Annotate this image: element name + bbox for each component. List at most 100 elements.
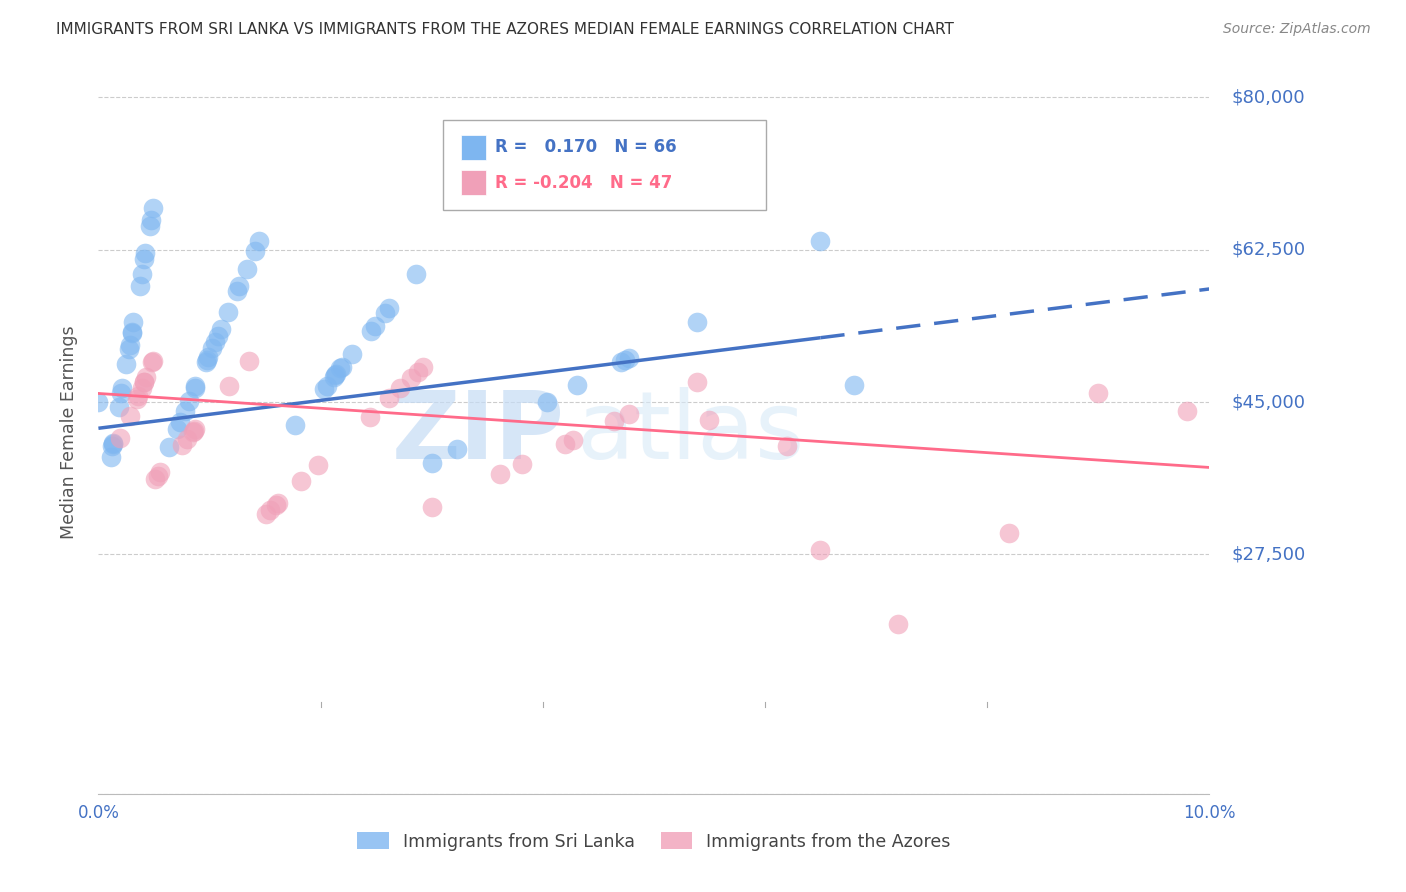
Text: atlas: atlas bbox=[576, 386, 804, 479]
Point bbox=[177, 394, 200, 409]
Point bbox=[1087, 386, 1109, 401]
Point bbox=[536, 394, 558, 409]
Point bbox=[201, 342, 224, 356]
Point bbox=[259, 503, 281, 517]
Point bbox=[842, 377, 865, 392]
Point bbox=[134, 252, 156, 267]
Point bbox=[194, 355, 217, 369]
Point bbox=[266, 496, 288, 510]
Point bbox=[420, 456, 443, 470]
Point bbox=[887, 617, 910, 632]
Point bbox=[141, 355, 163, 369]
Text: $62,500: $62,500 bbox=[1232, 241, 1306, 259]
Point bbox=[420, 500, 443, 514]
Point bbox=[142, 354, 165, 368]
Point bbox=[149, 466, 172, 480]
Point bbox=[122, 316, 145, 330]
Point bbox=[218, 379, 240, 393]
Point bbox=[686, 375, 709, 389]
Point bbox=[101, 439, 124, 453]
Point bbox=[307, 458, 329, 473]
Point bbox=[131, 267, 153, 281]
Point bbox=[610, 355, 633, 369]
Point bbox=[181, 425, 204, 439]
Point bbox=[312, 382, 335, 396]
Point bbox=[243, 244, 266, 258]
Point bbox=[183, 424, 205, 438]
Point bbox=[101, 436, 124, 450]
Point bbox=[131, 381, 153, 395]
Point bbox=[87, 395, 110, 409]
Point bbox=[207, 329, 229, 343]
Point bbox=[125, 392, 148, 407]
Point bbox=[1175, 404, 1198, 418]
Point bbox=[121, 325, 143, 339]
Point bbox=[121, 326, 143, 340]
Y-axis label: Median Female Earnings: Median Female Earnings bbox=[59, 326, 77, 540]
Point bbox=[330, 360, 353, 375]
Text: R = -0.204   N = 47: R = -0.204 N = 47 bbox=[495, 174, 672, 192]
Point bbox=[389, 381, 412, 395]
Point bbox=[686, 315, 709, 329]
Point bbox=[118, 338, 141, 352]
Point bbox=[226, 284, 249, 298]
Text: $45,000: $45,000 bbox=[1232, 393, 1305, 411]
Point bbox=[108, 431, 131, 445]
Point bbox=[363, 318, 385, 333]
Point bbox=[322, 369, 344, 384]
Point bbox=[184, 379, 207, 393]
Point bbox=[197, 350, 219, 364]
Point bbox=[374, 306, 396, 320]
Point bbox=[173, 404, 195, 418]
Point bbox=[115, 357, 138, 371]
Point bbox=[101, 437, 124, 451]
Point bbox=[100, 450, 122, 464]
Point bbox=[399, 371, 422, 385]
Point bbox=[359, 409, 381, 424]
Point bbox=[236, 262, 259, 277]
Point bbox=[613, 353, 636, 368]
Point bbox=[998, 525, 1021, 540]
Text: ZIP: ZIP bbox=[392, 386, 565, 479]
Point bbox=[166, 422, 188, 436]
Point bbox=[567, 378, 589, 392]
Point bbox=[204, 334, 226, 349]
Point bbox=[238, 354, 260, 368]
Point bbox=[139, 219, 162, 233]
Point bbox=[108, 401, 131, 415]
Point bbox=[377, 301, 399, 316]
Point bbox=[617, 351, 640, 365]
Point bbox=[146, 468, 169, 483]
Point bbox=[118, 342, 141, 356]
Point bbox=[264, 498, 287, 512]
Point bbox=[111, 381, 134, 395]
Text: IMMIGRANTS FROM SRI LANKA VS IMMIGRANTS FROM THE AZORES MEDIAN FEMALE EARNINGS C: IMMIGRANTS FROM SRI LANKA VS IMMIGRANTS … bbox=[56, 22, 955, 37]
Point bbox=[603, 414, 626, 428]
Point bbox=[184, 421, 207, 435]
Point bbox=[143, 472, 166, 486]
Point bbox=[249, 234, 271, 248]
Point bbox=[619, 407, 641, 421]
Point bbox=[228, 279, 250, 293]
Point bbox=[118, 409, 141, 423]
Point bbox=[329, 361, 352, 376]
Legend: Immigrants from Sri Lanka, Immigrants from the Azores: Immigrants from Sri Lanka, Immigrants fr… bbox=[350, 825, 957, 857]
Point bbox=[134, 246, 156, 260]
Point bbox=[465, 164, 488, 178]
Point bbox=[132, 375, 155, 389]
Point bbox=[325, 368, 347, 382]
Point bbox=[183, 381, 205, 395]
Point bbox=[128, 278, 150, 293]
Point bbox=[489, 467, 512, 482]
Point bbox=[209, 322, 232, 336]
Text: $27,500: $27,500 bbox=[1232, 546, 1306, 564]
Point bbox=[157, 440, 180, 454]
Point bbox=[142, 201, 165, 215]
Point bbox=[139, 213, 162, 227]
Point bbox=[412, 359, 434, 374]
Point bbox=[378, 392, 401, 406]
Point bbox=[169, 415, 191, 429]
Point bbox=[290, 474, 312, 488]
Text: R =   0.170   N = 66: R = 0.170 N = 66 bbox=[495, 138, 676, 156]
Point bbox=[110, 386, 132, 401]
